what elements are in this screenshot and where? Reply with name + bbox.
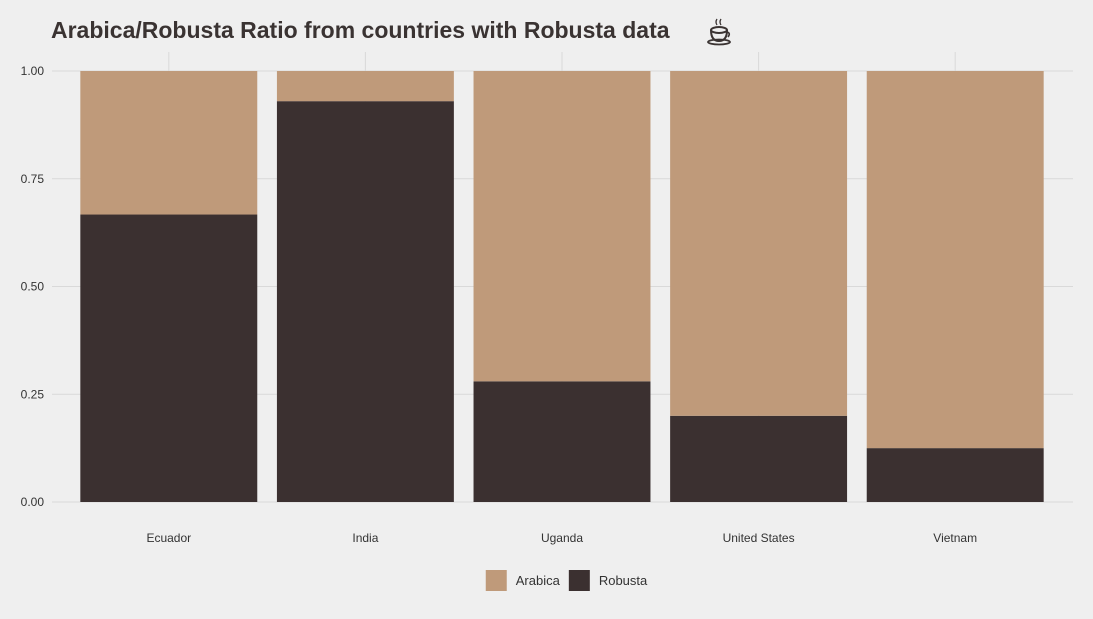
- y-tick-label: 0.00: [21, 495, 45, 509]
- bar-arabica-united-states: [670, 71, 848, 416]
- legend-item-arabica: Arabica: [485, 570, 561, 591]
- x-tick-label: Ecuador: [146, 531, 191, 545]
- bar-arabica-ecuador: [80, 71, 258, 215]
- y-tick-label: 1.00: [21, 64, 45, 78]
- x-axis: Ecuador India Uganda United States Vietnam: [146, 531, 977, 545]
- x-tick-label: Uganda: [541, 531, 583, 545]
- chart-title-group: Arabica/Robusta Ratio from countries wit…: [51, 17, 731, 46]
- bar-arabica-india: [276, 71, 454, 102]
- bar-robusta-india: [276, 101, 454, 503]
- x-tick-label: India: [352, 531, 378, 545]
- y-tick-label: 0.50: [21, 280, 45, 294]
- bar-arabica-uganda: [473, 71, 651, 382]
- bar-robusta-united-states: [670, 415, 848, 502]
- legend-swatch: [485, 570, 507, 591]
- coffee-cup-icon: [707, 18, 731, 46]
- chart-title: Arabica/Robusta Ratio from countries wit…: [51, 17, 670, 43]
- x-tick-label: Vietnam: [933, 531, 977, 545]
- bar-robusta-ecuador: [80, 214, 258, 502]
- legend: Arabica Robusta: [485, 570, 648, 591]
- y-tick-label: 0.75: [21, 172, 45, 186]
- bar-arabica-vietnam: [866, 71, 1044, 449]
- legend-label: Arabica: [516, 573, 561, 588]
- bars: [80, 71, 1044, 503]
- y-tick-label: 0.25: [21, 387, 45, 401]
- y-axis: 0.00 0.25 0.50 0.75 1.00: [21, 64, 45, 509]
- x-tick-label: United States: [723, 531, 795, 545]
- bar-robusta-uganda: [473, 381, 651, 502]
- legend-swatch: [568, 570, 590, 591]
- legend-label: Robusta: [599, 573, 648, 588]
- bar-robusta-vietnam: [866, 448, 1044, 502]
- legend-item-robusta: Robusta: [568, 570, 648, 591]
